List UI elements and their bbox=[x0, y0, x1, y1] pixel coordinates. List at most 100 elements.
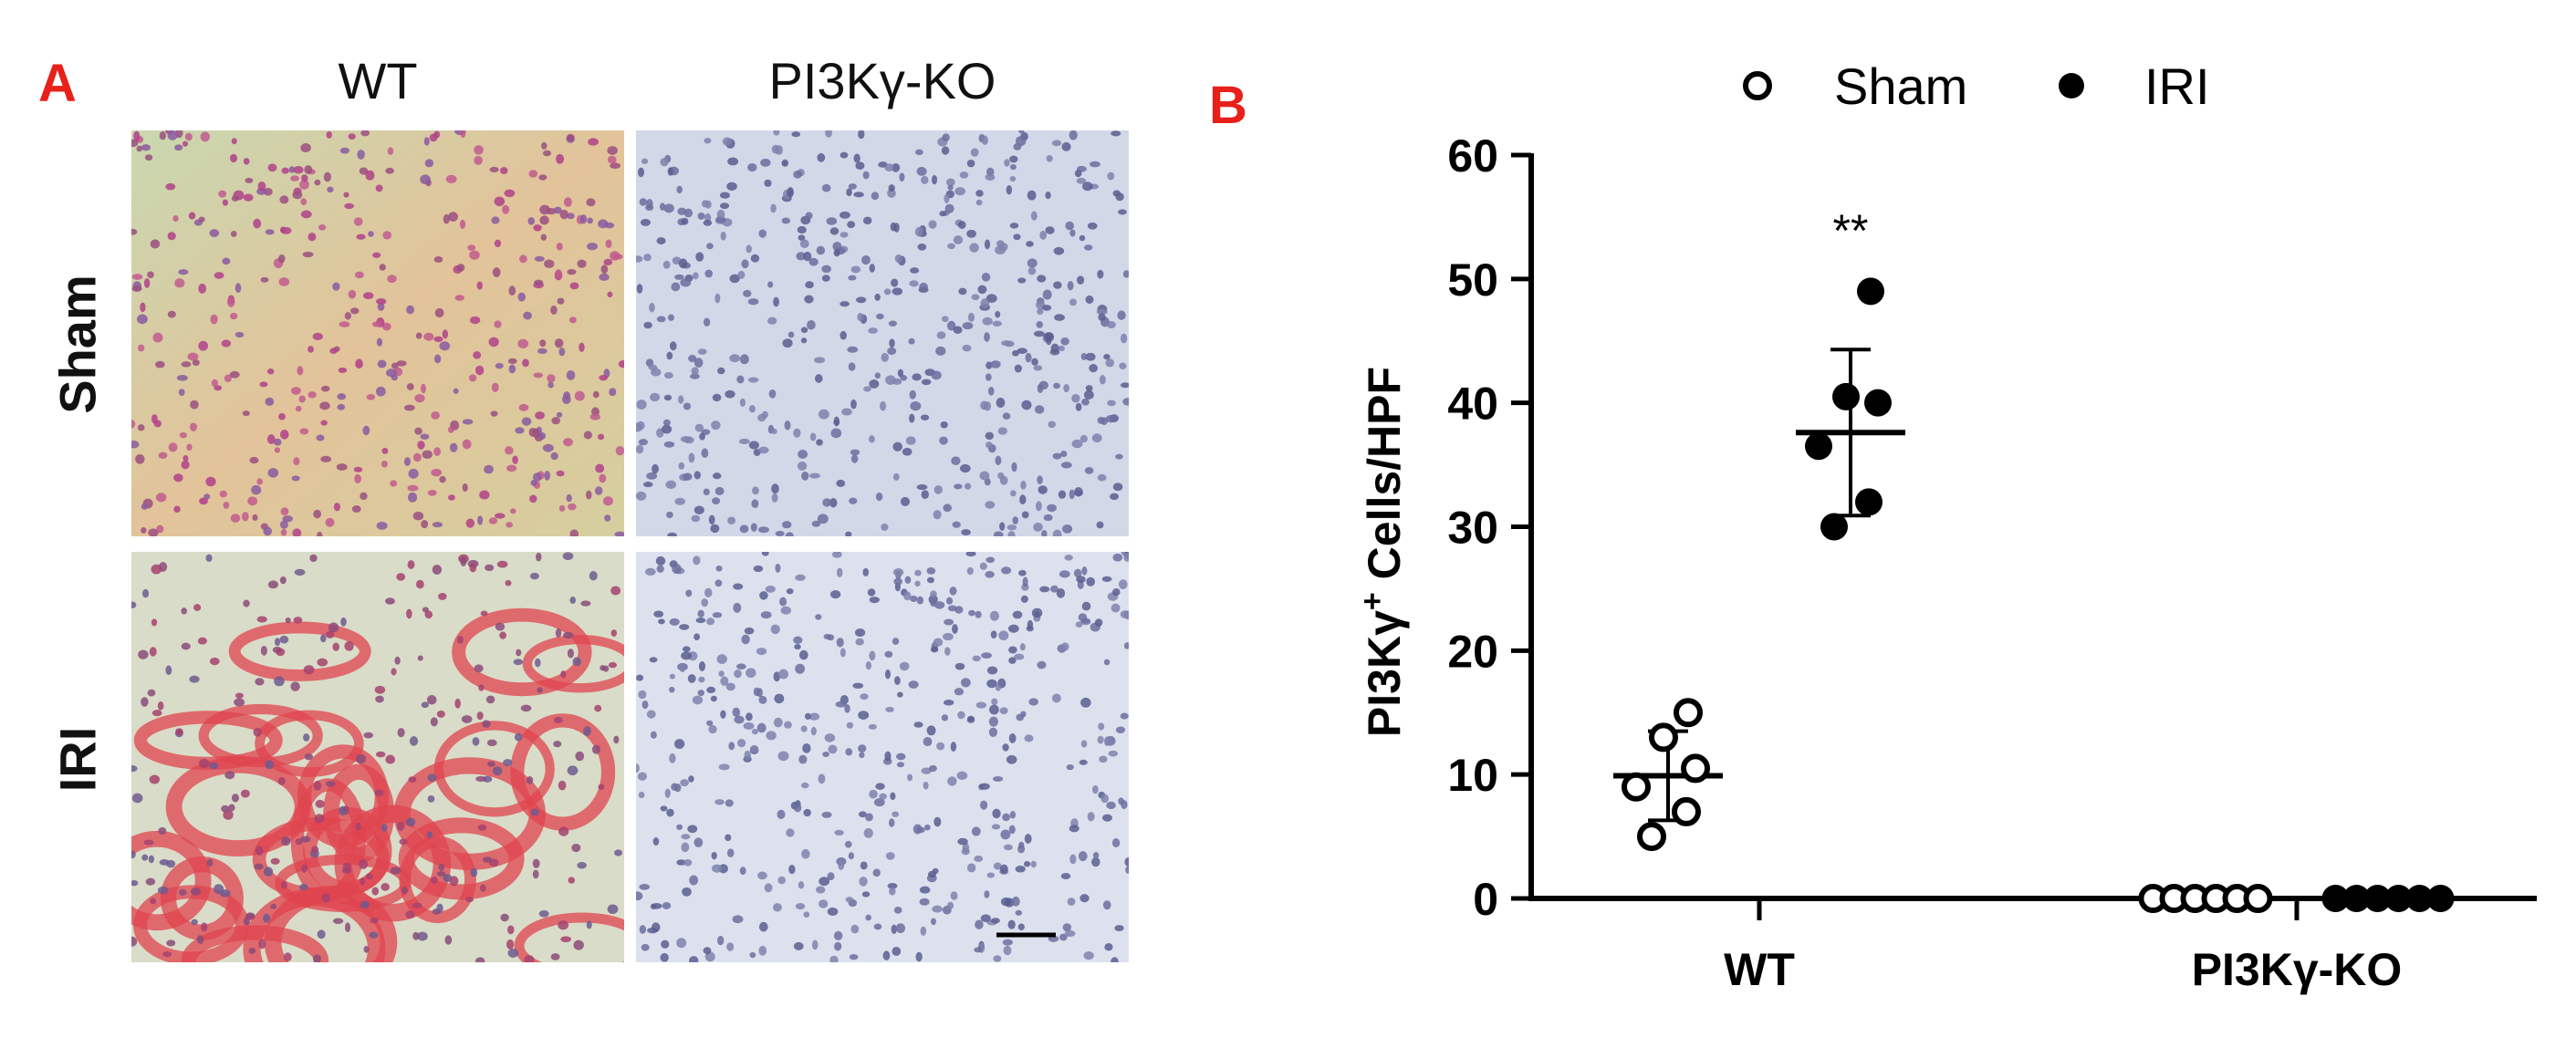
cell-nucleus bbox=[343, 192, 349, 198]
cell-nucleus bbox=[1081, 566, 1088, 576]
cell-nucleus bbox=[412, 902, 422, 908]
cell-nucleus bbox=[836, 479, 846, 487]
cell-nucleus bbox=[1076, 177, 1087, 184]
cell-nucleus bbox=[840, 301, 850, 307]
cell-nucleus bbox=[697, 609, 704, 618]
cell-nucleus bbox=[230, 230, 237, 237]
cell-nucleus bbox=[782, 338, 793, 348]
cell-nucleus bbox=[406, 305, 414, 315]
cell-nucleus bbox=[369, 931, 379, 939]
cell-nucleus bbox=[151, 618, 158, 627]
cell-nucleus bbox=[983, 400, 992, 411]
cell-nucleus bbox=[682, 887, 692, 897]
cell-nucleus bbox=[1037, 475, 1043, 484]
cell-nucleus bbox=[1064, 554, 1073, 561]
cell-nucleus bbox=[968, 609, 975, 617]
cell-nucleus bbox=[944, 193, 950, 203]
cell-nucleus bbox=[969, 243, 979, 253]
cell-nucleus bbox=[544, 471, 551, 481]
cell-nucleus bbox=[198, 216, 205, 223]
cell-nucleus bbox=[482, 720, 491, 728]
cell-nucleus bbox=[274, 447, 281, 453]
cell-nucleus bbox=[609, 388, 617, 397]
cell-nucleus bbox=[687, 674, 696, 683]
cell-nucleus bbox=[957, 837, 968, 846]
cell-nucleus bbox=[803, 808, 811, 817]
cell-nucleus bbox=[779, 597, 787, 607]
cell-nucleus bbox=[703, 488, 710, 496]
cell-nucleus bbox=[991, 698, 998, 706]
cell-nucleus bbox=[178, 269, 189, 275]
cell-nucleus bbox=[439, 341, 451, 351]
cell-nucleus bbox=[133, 130, 141, 141]
cell-nucleus bbox=[681, 217, 689, 225]
cell-nucleus bbox=[977, 285, 987, 295]
cell-nucleus bbox=[339, 147, 350, 154]
cell-nucleus bbox=[729, 354, 741, 363]
cell-nucleus bbox=[681, 651, 692, 660]
cell-nucleus bbox=[599, 473, 607, 483]
cell-nucleus bbox=[698, 661, 706, 671]
cell-nucleus bbox=[376, 522, 388, 530]
cell-nucleus bbox=[478, 684, 485, 691]
cell-nucleus bbox=[736, 375, 745, 384]
cell-nucleus bbox=[736, 663, 746, 670]
y-tick-label: 20 bbox=[1447, 626, 1498, 677]
cell-nucleus bbox=[803, 251, 812, 262]
cell-nucleus bbox=[267, 468, 279, 478]
cell-nucleus bbox=[974, 855, 984, 863]
cell-nucleus bbox=[666, 351, 673, 360]
cell-nucleus bbox=[975, 919, 984, 929]
cell-nucleus bbox=[540, 234, 547, 241]
cell-nucleus bbox=[888, 320, 897, 327]
cell-nucleus bbox=[979, 471, 990, 481]
cell-nucleus bbox=[942, 133, 950, 142]
cell-nucleus bbox=[610, 162, 621, 170]
cell-nucleus bbox=[1112, 553, 1123, 562]
cell-nucleus bbox=[954, 187, 966, 196]
cell-nucleus bbox=[355, 822, 361, 831]
cell-nucleus bbox=[308, 391, 317, 399]
cell-nucleus bbox=[166, 939, 176, 947]
cell-nucleus bbox=[474, 145, 484, 155]
data-point-sham bbox=[1672, 796, 1701, 826]
cell-nucleus bbox=[604, 514, 611, 522]
cell-nucleus bbox=[231, 195, 239, 202]
cell-nucleus bbox=[761, 552, 769, 556]
cell-nucleus bbox=[771, 493, 778, 503]
cell-nucleus bbox=[1099, 755, 1108, 763]
cell-nucleus bbox=[580, 600, 591, 607]
cell-nucleus bbox=[1024, 834, 1032, 844]
y-axis-label: PI3Kγ+ Cells/HPF bbox=[1355, 367, 1410, 737]
cell-nucleus bbox=[848, 362, 856, 371]
cell-nucleus bbox=[1120, 382, 1129, 389]
cell-nucleus bbox=[1085, 385, 1093, 392]
cell-nucleus bbox=[1053, 382, 1060, 389]
cell-nucleus bbox=[280, 507, 289, 516]
x-tick-label: WT bbox=[1724, 944, 1795, 995]
cell-nucleus bbox=[298, 883, 308, 891]
cell-nucleus bbox=[562, 552, 574, 561]
cell-nucleus bbox=[566, 369, 576, 380]
data-point-sham bbox=[1649, 722, 1678, 753]
cell-nucleus bbox=[390, 480, 398, 487]
cell-nucleus bbox=[433, 354, 442, 364]
cell-nucleus bbox=[158, 826, 167, 836]
cell-nucleus bbox=[224, 771, 235, 780]
tissue-blob bbox=[522, 634, 624, 693]
cell-nucleus bbox=[328, 622, 339, 633]
cell-nucleus bbox=[860, 693, 869, 701]
cell-nucleus bbox=[387, 147, 394, 155]
cell-nucleus bbox=[926, 725, 936, 736]
cell-nucleus bbox=[149, 774, 161, 784]
cell-nucleus bbox=[274, 676, 285, 687]
cell-nucleus bbox=[1060, 462, 1072, 469]
cell-nucleus bbox=[940, 421, 948, 429]
cell-nucleus bbox=[986, 441, 993, 449]
cell-nucleus bbox=[1062, 923, 1072, 932]
cell-nucleus bbox=[818, 773, 826, 784]
cell-nucleus bbox=[376, 297, 387, 305]
data-point-iri bbox=[2342, 885, 2371, 912]
cell-nucleus bbox=[517, 292, 526, 302]
cell-nucleus bbox=[725, 682, 735, 691]
